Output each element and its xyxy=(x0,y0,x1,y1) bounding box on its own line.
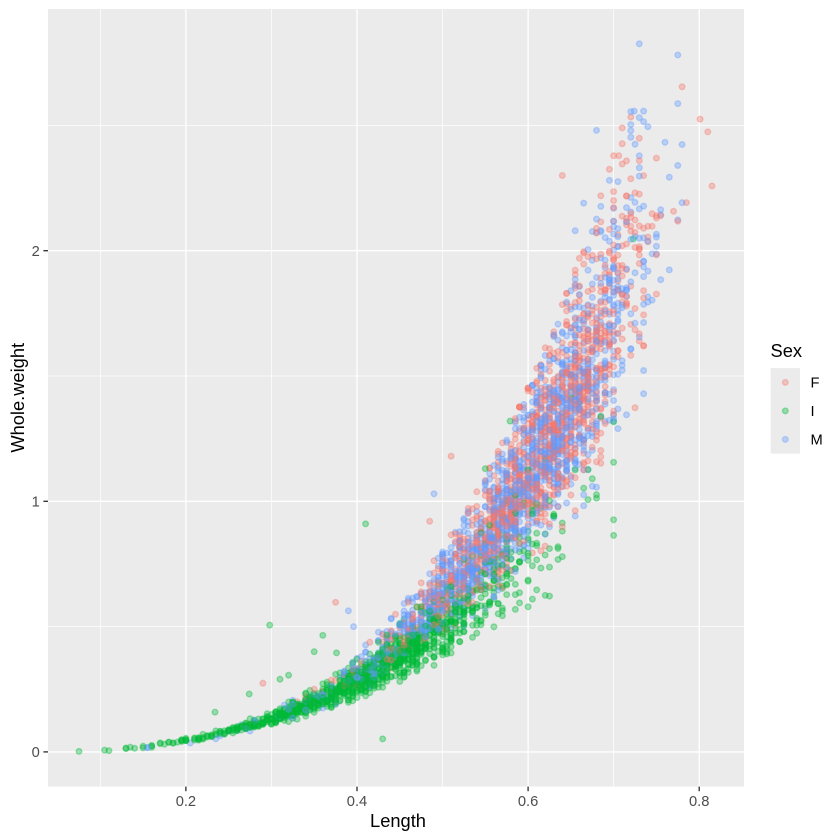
svg-text:0.2: 0.2 xyxy=(176,794,196,810)
svg-text:0: 0 xyxy=(32,745,40,761)
svg-text:0.8: 0.8 xyxy=(689,794,709,810)
svg-text:M: M xyxy=(811,433,823,449)
svg-text:0.4: 0.4 xyxy=(347,794,367,810)
svg-text:Sex: Sex xyxy=(771,340,803,361)
svg-text:0.6: 0.6 xyxy=(518,794,538,810)
svg-text:F: F xyxy=(811,376,820,392)
svg-text:I: I xyxy=(811,404,815,420)
svg-text:1: 1 xyxy=(32,495,40,511)
svg-text:Whole.weight: Whole.weight xyxy=(7,343,28,453)
svg-text:2: 2 xyxy=(32,244,40,260)
svg-text:Length: Length xyxy=(370,810,426,831)
